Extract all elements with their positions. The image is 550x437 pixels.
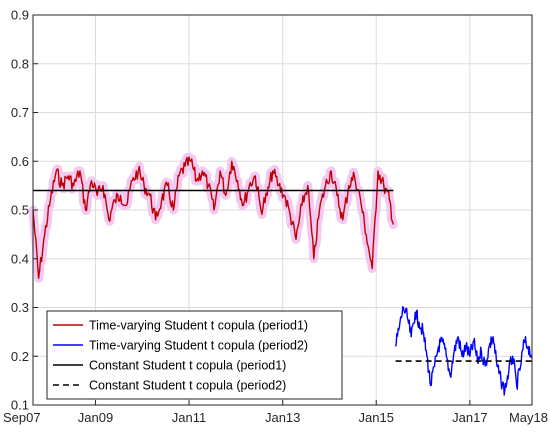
y-tick-label-7: 0.8 (11, 56, 29, 71)
series-layer (32, 156, 533, 396)
y-tick-label-3: 0.4 (11, 251, 29, 266)
series-band-0 (28, 152, 398, 283)
y-tick-label-0: 0.1 (11, 398, 29, 413)
series-line-0 (32, 156, 395, 279)
x-tick-label-2: Jan11 (172, 410, 206, 425)
y-tick-label-6: 0.7 (11, 105, 29, 120)
x-tick-label-3: Jan13 (265, 410, 300, 425)
x-tick-label-0: Sep07 (3, 410, 41, 425)
x-tick-label-6: May18 (509, 410, 548, 425)
y-tick-label-1: 0.2 (11, 349, 29, 364)
y-tick-label-5: 0.6 (11, 154, 29, 169)
legend: Time-varying Student t copula (period1) T… (46, 310, 343, 400)
series-line-1 (394, 306, 533, 396)
legend-label-0: Time-varying Student t copula (period1) (89, 319, 308, 333)
band-layer (28, 152, 398, 283)
x-tick-label-5: Jan17 (452, 410, 487, 425)
legend-label-2: Constant Student t copula (period1) (89, 359, 286, 373)
x-tick-label-1: Jan09 (78, 410, 113, 425)
y-tick-label-4: 0.5 (11, 203, 29, 218)
legend-label-1: Time-varying Student t copula (period2) (89, 339, 308, 353)
y-tick-label-8: 0.9 (11, 8, 29, 23)
legend-label-3: Constant Student t copula (period2) (89, 379, 286, 393)
legend-box (46, 310, 343, 400)
y-tick-label-2: 0.3 (11, 300, 29, 315)
tick-layer: 0.1 0.2 0.3 0.4 0.5 0.6 0.7 0.8 0.9 Sep07 Jan09 Jan… (3, 8, 548, 426)
x-tick-label-4: Jan15 (359, 410, 394, 425)
